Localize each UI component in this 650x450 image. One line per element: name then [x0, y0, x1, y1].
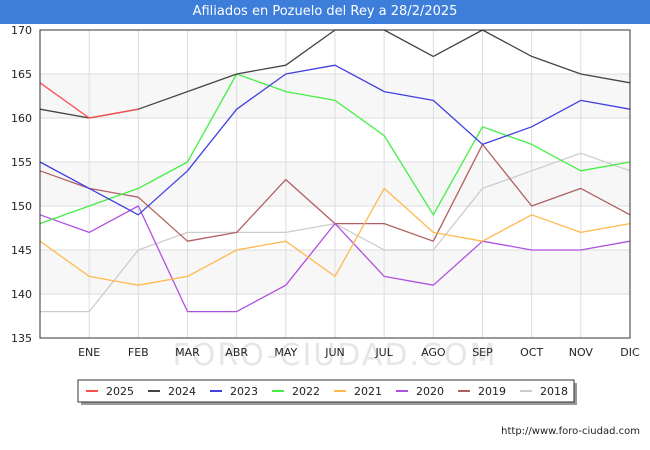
source-url[interactable]: http://www.foro-ciudad.com — [501, 426, 640, 437]
legend-box — [77, 379, 575, 403]
x-axis: ENE FEB MAR ABR MAY JUN JUL AGO SEP OCT NOV DIC — [78, 346, 640, 359]
series-lines — [39, 29, 631, 313]
y-tick-label: 145 — [11, 244, 32, 257]
chart-title: Afiliados en Pozuelo del Rey a 28/2/2025 — [0, 0, 650, 24]
y-tick-label: 160 — [11, 112, 32, 125]
legend-label-2018: 2018 — [540, 385, 568, 398]
y-tick-label: 140 — [11, 288, 32, 301]
y-tick-label: 135 — [11, 332, 32, 345]
x-tick-label: ABR — [225, 346, 248, 359]
series-line-2023 — [39, 64, 631, 216]
x-tick-label: MAY — [274, 346, 297, 359]
legend-label-2025: 2025 — [106, 385, 134, 398]
x-tick-label: JUN — [324, 346, 345, 359]
legend: 2025 2024 2023 2022 2021 2020 2019 2018 — [77, 379, 577, 405]
x-tick-label: NOV — [569, 346, 594, 359]
legend-label-2022: 2022 — [292, 385, 320, 398]
x-tick-label: OCT — [520, 346, 543, 359]
x-tick-label: AGO — [421, 346, 446, 359]
legend-label-2023: 2023 — [230, 385, 258, 398]
x-tick-label: DIC — [620, 346, 640, 359]
y-tick-label: 165 — [11, 68, 32, 81]
plot-frame — [39, 29, 631, 339]
legend-label-2021: 2021 — [354, 385, 382, 398]
x-tick-label: JUL — [374, 346, 393, 359]
legend-label-2020: 2020 — [416, 385, 444, 398]
y-tick-label: 155 — [11, 156, 32, 169]
x-tick-label: MAR — [175, 346, 200, 359]
series-line-2022 — [39, 73, 631, 225]
y-axis: 135 140 145 150 155 160 165 170 — [11, 24, 32, 345]
series-line-2021 — [39, 187, 631, 286]
y-tick-label: 170 — [11, 24, 32, 37]
x-tick-label: SEP — [472, 346, 493, 359]
legend-label-2024: 2024 — [168, 385, 196, 398]
series-line-2020 — [39, 205, 631, 313]
watermark: FORO-CIUDAD.COM — [173, 338, 498, 373]
y-tick-label: 150 — [11, 200, 32, 213]
x-tick-label: FEB — [128, 346, 149, 359]
x-tick-label: ENE — [78, 346, 100, 359]
series-line-2025 — [39, 82, 139, 119]
legend-label-2019: 2019 — [478, 385, 506, 398]
